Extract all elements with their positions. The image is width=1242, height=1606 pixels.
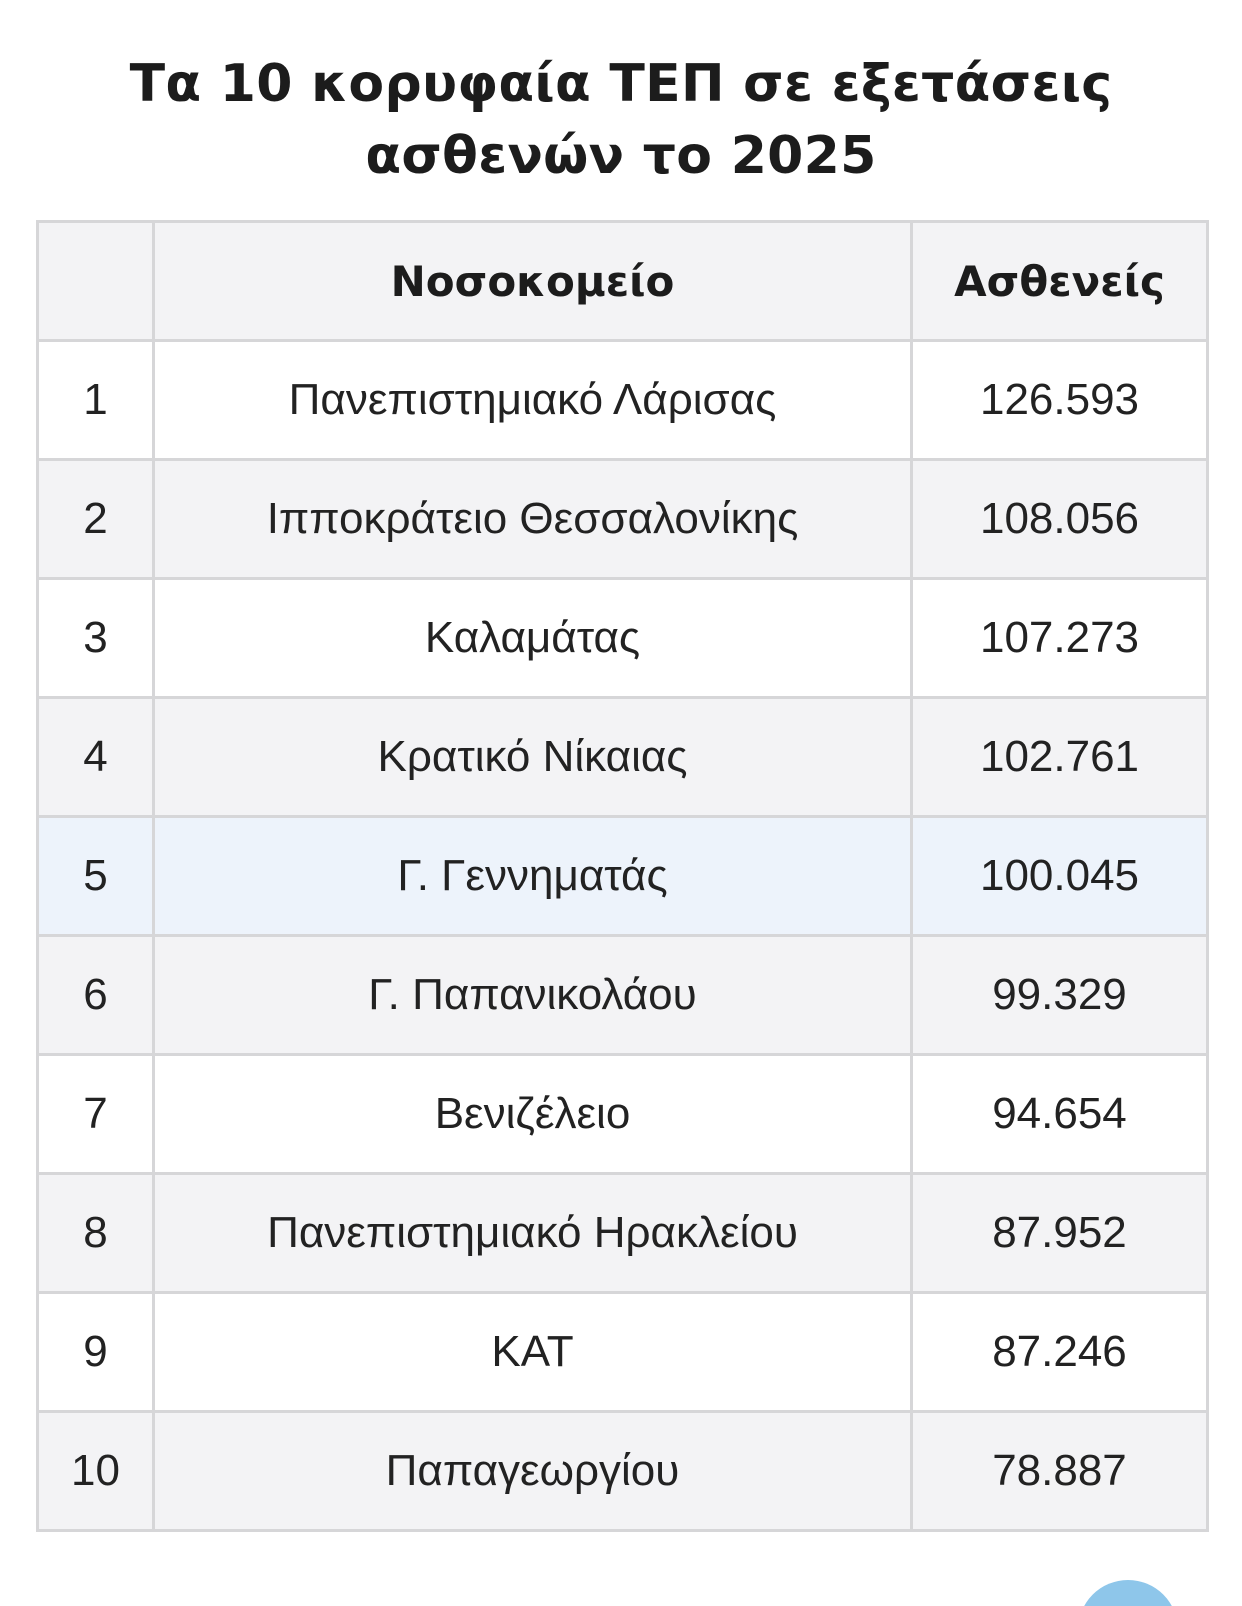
- hospital-cell: Ιπποκράτειο Θεσσαλονίκης: [152, 458, 913, 580]
- header-patients: Ασθενείς: [910, 220, 1209, 342]
- rank-cell: 1: [36, 339, 155, 461]
- hospital-cell: ΚΑΤ: [152, 1291, 913, 1413]
- table-row: 1 Πανεπιστημιακό Λάρισας 126.593: [36, 339, 1209, 461]
- floating-action-button[interactable]: [1078, 1580, 1178, 1606]
- patients-cell: 126.593: [910, 339, 1209, 461]
- hospital-cell: Πανεπιστημιακό Ηρακλείου: [152, 1172, 913, 1294]
- hospital-cell: Καλαμάτας: [152, 577, 913, 699]
- hospital-cell: Κρατικό Νίκαιας: [152, 696, 913, 818]
- rank-cell: 5: [36, 815, 155, 937]
- table-row: 10 Παπαγεωργίου 78.887: [36, 1410, 1209, 1532]
- patients-cell: 87.952: [910, 1172, 1209, 1294]
- patients-cell: 94.654: [910, 1053, 1209, 1175]
- patients-cell: 87.246: [910, 1291, 1209, 1413]
- hospital-cell: Βενιζέλειο: [152, 1053, 913, 1175]
- header-hospital: Νοσοκομείο: [152, 220, 913, 342]
- ranking-table-container: Νοσοκομείο Ασθενείς 1 Πανεπιστημιακό Λάρι…: [36, 220, 1209, 1532]
- table-row: 2 Ιπποκράτειο Θεσσαλονίκης 108.056: [36, 458, 1209, 580]
- header-rank: [36, 220, 155, 342]
- rank-cell: 6: [36, 934, 155, 1056]
- hospital-cell: Πανεπιστημιακό Λάρισας: [152, 339, 913, 461]
- rank-cell: 4: [36, 696, 155, 818]
- patients-cell: 100.045: [910, 815, 1209, 937]
- patients-cell: 107.273: [910, 577, 1209, 699]
- table-row: 6 Γ. Παπανικολάου 99.329: [36, 934, 1209, 1056]
- page-title: Τα 10 κορυφαία ΤΕΠ σε εξετάσεις ασθενών …: [129, 54, 1113, 186]
- table-body: 1 Πανεπιστημιακό Λάρισας 126.593 2 Ιπποκράτε…: [36, 339, 1209, 1532]
- table-row: 9 ΚΑΤ 87.246: [36, 1291, 1209, 1413]
- table-row: 3 Καλαμάτας 107.273: [36, 577, 1209, 699]
- ranking-table: Νοσοκομείο Ασθενείς 1 Πανεπιστημιακό Λάρι…: [36, 220, 1209, 1532]
- rank-cell: 8: [36, 1172, 155, 1294]
- rank-cell: 10: [36, 1410, 155, 1532]
- rank-cell: 2: [36, 458, 155, 580]
- table-row: 5 Γ. Γεννηματάς 100.045: [36, 815, 1209, 937]
- rank-cell: 7: [36, 1053, 155, 1175]
- patients-cell: 78.887: [910, 1410, 1209, 1532]
- table-row: 7 Βενιζέλειο 94.654: [36, 1053, 1209, 1175]
- hospital-cell: Παπαγεωργίου: [152, 1410, 913, 1532]
- rank-cell: 9: [36, 1291, 155, 1413]
- patients-cell: 102.761: [910, 696, 1209, 818]
- hospital-cell: Γ. Γεννηματάς: [152, 815, 913, 937]
- patients-cell: 108.056: [910, 458, 1209, 580]
- table-row: 8 Πανεπιστημιακό Ηρακλείου 87.952: [36, 1172, 1209, 1294]
- hospital-cell: Γ. Παπανικολάου: [152, 934, 913, 1056]
- table-row: 4 Κρατικό Νίκαιας 102.761: [36, 696, 1209, 818]
- table-header-row: Νοσοκομείο Ασθενείς: [36, 220, 1209, 342]
- patients-cell: 99.329: [910, 934, 1209, 1056]
- rank-cell: 3: [36, 577, 155, 699]
